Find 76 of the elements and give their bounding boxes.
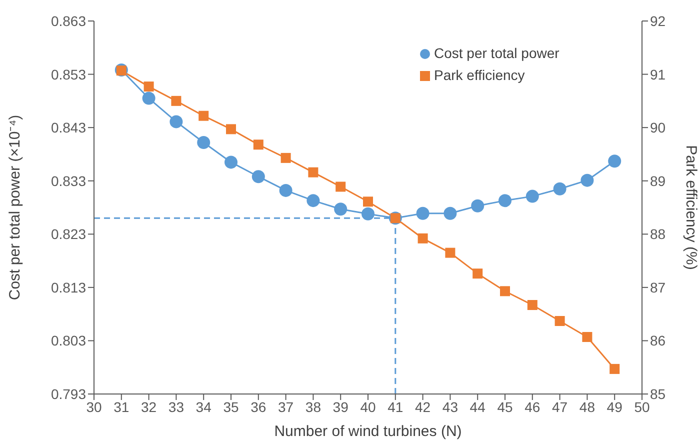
y-tick-label: 0.863	[50, 12, 86, 29]
x-tick-label: 50	[634, 398, 650, 415]
y2-tick-label: 91	[650, 66, 666, 82]
x-tick-label: 47	[552, 398, 568, 415]
point	[306, 194, 320, 208]
point	[226, 124, 236, 134]
x-tick-label: 30	[86, 398, 102, 415]
y2-axis-title: Park efficiency (%)	[682, 145, 700, 270]
x-tick-label: 33	[168, 398, 184, 415]
x-tick-label: 34	[196, 398, 212, 415]
x-axis-title: Number of wind turbines (N)	[274, 423, 462, 440]
x-tick-label: 35	[223, 398, 239, 415]
point	[224, 156, 238, 169]
y2-tick-label: 85	[650, 386, 666, 402]
point	[445, 248, 456, 258]
point	[308, 167, 318, 178]
point	[253, 140, 264, 150]
point	[197, 136, 210, 149]
x-tick-label: 37	[278, 398, 294, 415]
x-tick-label: 49	[606, 398, 623, 415]
point	[580, 174, 594, 187]
y-tick-label: 0.803	[50, 332, 86, 349]
point	[171, 96, 182, 106]
point	[582, 332, 592, 342]
point	[553, 182, 566, 196]
y-tick-label: 0.843	[50, 120, 86, 136]
y2-tick-label: 88	[650, 226, 666, 242]
x-tick-label: 38	[305, 398, 322, 415]
x-tick-label: 32	[141, 398, 157, 415]
point	[170, 115, 183, 128]
point	[498, 194, 512, 208]
point	[336, 182, 346, 192]
legend-label: Cost per total power	[434, 45, 560, 61]
y2-tick-label: 90	[650, 120, 666, 136]
point	[444, 206, 457, 220]
x-tick-label: 43	[442, 398, 458, 415]
y-tick-label: 0.813	[50, 279, 86, 296]
y-tick-label: 0.823	[50, 226, 86, 242]
y-axis-title: Cost per total power (×10⁻⁴)	[6, 114, 24, 300]
point	[526, 190, 539, 203]
point	[279, 184, 292, 197]
point	[144, 82, 154, 92]
x-tick-label: 31	[114, 398, 130, 415]
x-tick-label: 42	[415, 398, 431, 415]
y-tick-label: 0.833	[50, 172, 86, 189]
point	[363, 196, 373, 207]
point	[416, 206, 430, 220]
y2-tick-label: 89	[650, 172, 666, 189]
point	[610, 364, 620, 374]
point	[527, 300, 538, 310]
point	[280, 152, 291, 163]
point	[471, 199, 484, 212]
x-tick-label: 45	[497, 398, 513, 415]
x-tick-label: 39	[332, 398, 349, 415]
point	[362, 207, 374, 220]
x-tick-label: 48	[579, 398, 596, 415]
y-tick-label: 0.853	[50, 66, 86, 82]
point	[608, 154, 622, 168]
y2-tick-label: 86	[650, 332, 666, 349]
x-tick-label: 44	[470, 398, 486, 415]
point	[252, 170, 265, 184]
y-tick-label: 0.793	[50, 386, 86, 402]
point	[198, 110, 209, 121]
x-tick-label: 40	[360, 398, 376, 415]
y2-tick-label: 92	[650, 12, 666, 29]
point	[418, 233, 428, 244]
x-tick-label: 46	[524, 398, 540, 415]
point	[334, 202, 348, 216]
point	[472, 268, 483, 279]
point	[500, 286, 510, 296]
x-tick-label: 41	[388, 398, 404, 415]
legend-label: Park efficiency	[434, 67, 525, 83]
point	[142, 92, 156, 105]
y2-tick-label: 87	[650, 279, 666, 296]
x-tick-label: 36	[250, 398, 266, 415]
point	[554, 316, 565, 326]
